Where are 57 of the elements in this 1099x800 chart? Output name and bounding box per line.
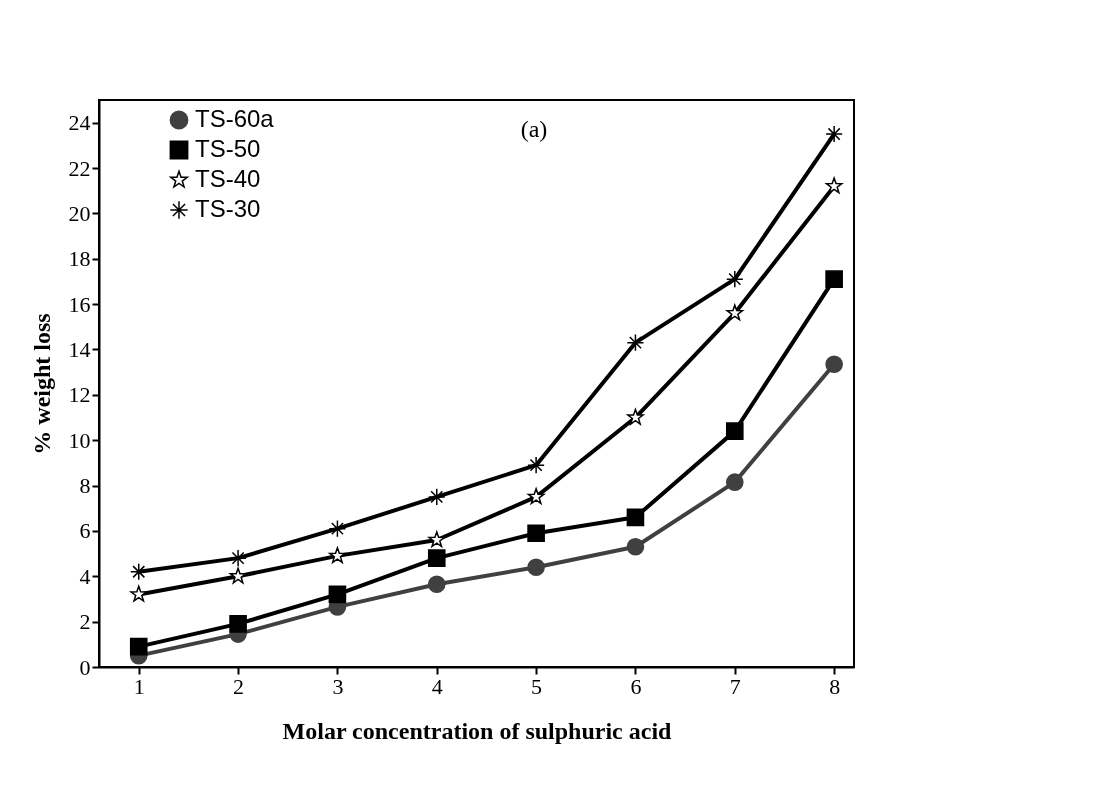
point [427,549,446,567]
x-tick-label: 5 [531,673,543,699]
point [825,270,843,288]
point [328,519,347,538]
y-tick-label: 20 [68,200,91,226]
point [427,488,446,506]
y-tick-label: 16 [68,291,91,317]
point [229,615,247,633]
point [725,422,744,440]
y-tick-label: 2 [79,609,91,635]
point [725,270,744,288]
point [427,575,446,594]
point [626,538,645,556]
x-axis-title: Molar concentration of sulphuric acid [282,717,673,744]
point [129,562,148,581]
point [527,558,545,576]
point [626,333,645,352]
x-tick-label: 4 [431,673,443,699]
point [328,585,347,604]
y-tick-label: 0 [79,654,91,680]
x-tick-label: 6 [630,673,642,699]
point [527,524,545,542]
legend-label: TS-60a [195,105,275,132]
x-tick-label: 8 [829,673,841,699]
point [825,355,843,374]
y-tick-label: 6 [79,518,91,544]
point [428,531,446,548]
legend-label: TS-50 [195,135,261,162]
point [229,567,247,584]
y-tick-label: 12 [68,382,91,408]
y-tick-label: 8 [79,473,91,499]
point [129,637,148,656]
y-tick-label: 24 [68,110,91,136]
x-tick-label: 1 [133,673,145,699]
y-tick-label: 14 [68,336,91,362]
point [825,177,843,194]
y-tick-label: 18 [68,246,91,272]
annotation: (a) [520,116,548,142]
point [726,304,744,321]
point [527,456,545,474]
point [626,508,645,527]
y-tick-label: 4 [79,563,91,589]
point [229,549,247,567]
y-tick-label: 22 [68,155,91,181]
x-tick-label: 3 [332,673,344,699]
x-tick-label: 7 [729,673,741,699]
point [130,585,148,602]
x-tick-label: 2 [233,673,245,699]
y-axis-title: % weight loss [28,313,55,455]
point [527,488,545,505]
legend-label: TS-40 [195,165,261,192]
point [329,547,346,564]
point [725,473,744,491]
y-tick-label: 10 [68,427,91,453]
point [825,125,843,143]
point [627,408,644,425]
legend-label: TS-30 [195,195,261,222]
